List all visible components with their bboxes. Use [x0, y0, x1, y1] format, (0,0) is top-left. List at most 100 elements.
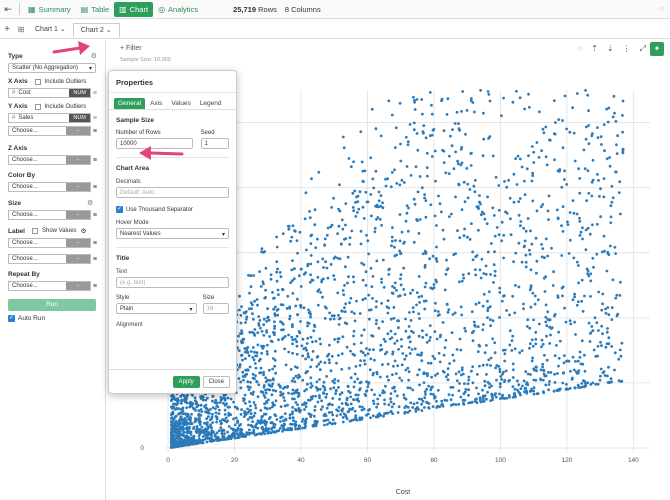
comment-icon[interactable]: ◌ — [577, 44, 583, 53]
x-include-outliers-checkbox[interactable] — [34, 78, 41, 85]
apply-button[interactable]: Apply — [172, 375, 200, 388]
scatter-point — [321, 405, 324, 409]
chart-type-select[interactable]: Scatter (No Aggregation) ▾ — [8, 63, 96, 73]
tab-general[interactable]: General — [114, 98, 146, 109]
remove-button[interactable]: - — [65, 255, 90, 263]
menu-icon[interactable]: ≡ — [92, 127, 97, 135]
z-axis-choose[interactable]: Choose... - ≡ — [8, 155, 97, 165]
tab-legend[interactable]: Legend — [199, 100, 222, 107]
scatter-point — [563, 94, 567, 98]
y-axis-field[interactable]: # Sales NUM ≡ — [8, 113, 97, 123]
menu-icon[interactable]: ≡ — [92, 183, 97, 191]
scatter-point — [309, 315, 312, 319]
remove-button[interactable]: - — [65, 127, 90, 135]
scatter-point — [434, 301, 437, 305]
run-button[interactable]: Run — [8, 299, 96, 311]
scatter-point — [500, 299, 504, 303]
decimals-input[interactable]: Default: Auto — [116, 187, 229, 198]
more-icon[interactable]: ⋮ — [622, 44, 631, 53]
back-icon[interactable]: ⇤ — [4, 3, 12, 14]
menu-icon[interactable]: ≡ — [92, 89, 97, 97]
menu-icon[interactable]: ≡ — [92, 114, 97, 122]
scatter-point — [416, 373, 419, 377]
remove-button[interactable]: - — [65, 239, 90, 247]
scatter-point — [547, 388, 550, 392]
download-icon[interactable]: ⇣ — [606, 44, 614, 53]
scatter-point — [262, 317, 266, 321]
style-select[interactable]: Plain ▾ — [116, 303, 197, 314]
hover-mode-select[interactable]: Nearest Values ▾ — [116, 228, 229, 239]
color-by-choose[interactable]: Choose... - ≡ — [8, 182, 97, 192]
scatter-point — [179, 395, 183, 398]
scatter-point — [375, 372, 379, 376]
thousand-separator-checkbox[interactable]: ✓ Use Thousand Separator — [116, 206, 229, 213]
menu-icon[interactable]: ≡ — [92, 255, 97, 263]
tab-chart-2[interactable]: Chart 2 ⌄ — [72, 23, 120, 38]
scatter-point — [558, 388, 561, 392]
scatter-point — [611, 278, 615, 282]
grid-icon[interactable]: ⊞ — [17, 25, 25, 34]
scatter-point — [358, 387, 362, 390]
expand-icon[interactable]: ⤢ — [639, 44, 646, 53]
gear-icon[interactable]: ⚙ — [90, 53, 97, 60]
filter-button[interactable]: + Filter — [120, 45, 142, 52]
number-of-rows-input[interactable]: 10000 — [116, 138, 193, 149]
scatter-point — [281, 232, 285, 236]
menu-icon[interactable]: ≡ — [92, 282, 97, 290]
menu-icon[interactable]: ≡ — [92, 239, 97, 247]
menu-icon[interactable]: ≡ — [92, 211, 97, 219]
remove-button[interactable]: - — [65, 183, 90, 191]
y-include-outliers-checkbox[interactable] — [34, 103, 41, 110]
scatter-point — [396, 364, 400, 368]
y-axis-choose[interactable]: Choose... - ≡ — [8, 126, 97, 136]
scatter-point — [266, 430, 270, 434]
chart-button[interactable]: ▥ Chart — [114, 1, 154, 17]
scatter-point — [474, 302, 478, 306]
scatter-point — [370, 388, 374, 392]
scatter-point — [470, 331, 474, 335]
summary-button[interactable]: ▦ Summary — [23, 2, 76, 17]
scatter-point — [307, 322, 311, 325]
scatter-point — [530, 387, 533, 391]
size-choose[interactable]: Choose... - ≡ — [8, 210, 97, 220]
gear-icon[interactable]: ⚙ — [80, 228, 87, 235]
scatter-point — [320, 399, 323, 403]
remove-button[interactable]: - — [65, 282, 90, 290]
table-button[interactable]: ▤ Table — [76, 2, 115, 17]
scatter-point — [287, 333, 290, 337]
analytics-button[interactable]: ◎ Analytics — [153, 2, 203, 17]
close-button[interactable]: Close — [202, 375, 230, 388]
title-text-input[interactable]: (e.g. text) — [116, 277, 229, 288]
tab-axis[interactable]: Axis — [150, 100, 163, 107]
scatter-point — [330, 206, 333, 209]
scatter-point — [314, 394, 317, 398]
y-field-type[interactable]: NUM — [69, 114, 90, 122]
scatter-point — [243, 398, 246, 401]
label-choose-2[interactable]: Choose... - ≡ — [8, 254, 97, 264]
scatter-point — [377, 326, 381, 330]
seed-input[interactable]: 1 — [200, 138, 229, 149]
remove-button[interactable]: - — [65, 156, 90, 164]
gear-icon[interactable]: ⚙ — [87, 200, 94, 207]
scatter-point — [508, 329, 512, 333]
add-tab-icon[interactable]: + — [4, 24, 10, 35]
scatter-point — [601, 250, 604, 254]
menu-icon[interactable]: ≡ — [92, 156, 97, 164]
auto-run-toggle[interactable]: ✓ Auto Run — [8, 315, 97, 322]
comment-icon[interactable]: ◌ — [659, 4, 664, 13]
show-values-checkbox[interactable] — [31, 228, 38, 234]
label-choose-1[interactable]: Choose... - ≡ — [8, 238, 97, 248]
x-field-type[interactable]: NUM — [69, 89, 90, 97]
tab-values[interactable]: Values — [171, 100, 191, 107]
remove-button[interactable]: - — [65, 211, 90, 219]
repeat-by-choose[interactable]: Choose... - ≡ — [8, 281, 97, 291]
scatter-point — [377, 205, 380, 209]
share-icon[interactable]: ⇡ — [591, 44, 598, 53]
title-size-input[interactable]: 16 — [202, 303, 229, 314]
x-axis-field[interactable]: # Cost NUM ≡ — [8, 88, 97, 98]
scatter-point — [491, 154, 495, 158]
scatter-point — [474, 273, 478, 277]
pin-icon[interactable]: ✦ — [650, 42, 664, 56]
tab-chart-1[interactable]: Chart 1 ⌄ — [28, 23, 73, 38]
scatter-point — [299, 409, 303, 412]
